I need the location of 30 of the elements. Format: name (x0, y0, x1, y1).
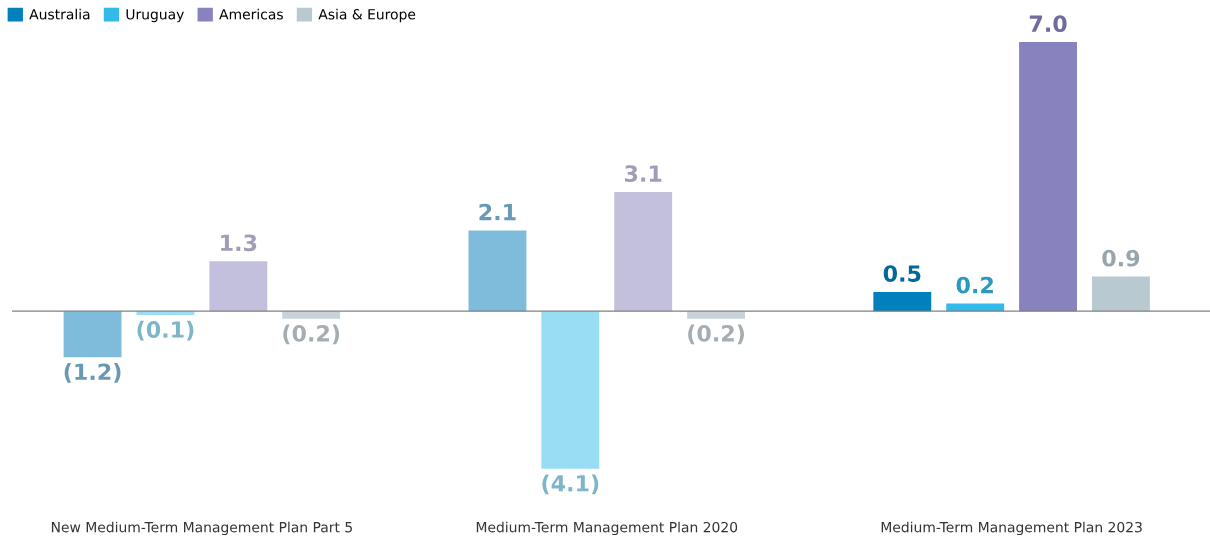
x-tick-label: Medium-Term Management Plan 2023 (881, 521, 1142, 536)
bar (468, 230, 527, 312)
bar (1019, 42, 1077, 312)
legend-label: Americas (219, 8, 283, 20)
data-label: (0.2) (688, 324, 744, 345)
data-label: 0.2 (956, 276, 993, 294)
data-label: 0.9 (1102, 249, 1140, 267)
bar (614, 192, 673, 312)
bar (63, 311, 122, 358)
data-label: 3.1 (624, 165, 662, 182)
bar (209, 261, 268, 312)
legend-label: Australia (29, 8, 90, 20)
data-label: (1.2) (64, 363, 121, 383)
data-label: 0.5 (883, 265, 921, 282)
bar (946, 303, 1005, 312)
bar (541, 311, 600, 469)
bar (687, 311, 746, 319)
data-label: (0.1) (137, 320, 194, 341)
data-label: 2.1 (479, 203, 516, 221)
data-label: (4.1) (542, 474, 599, 495)
data-label: (0.2) (283, 324, 340, 345)
bar (873, 291, 932, 312)
legend-label: Uruguay (126, 9, 184, 23)
bar (1091, 276, 1150, 312)
bar (282, 311, 341, 319)
legend-label: Asia & Europe (318, 8, 416, 23)
x-tick-label: Medium-Term Management Plan 2020 (476, 521, 738, 536)
x-tick-label: New Medium-Term Management Plan Part 5 (51, 521, 352, 536)
data-label: 1.3 (221, 234, 257, 252)
data-label: 7.0 (1029, 15, 1067, 33)
